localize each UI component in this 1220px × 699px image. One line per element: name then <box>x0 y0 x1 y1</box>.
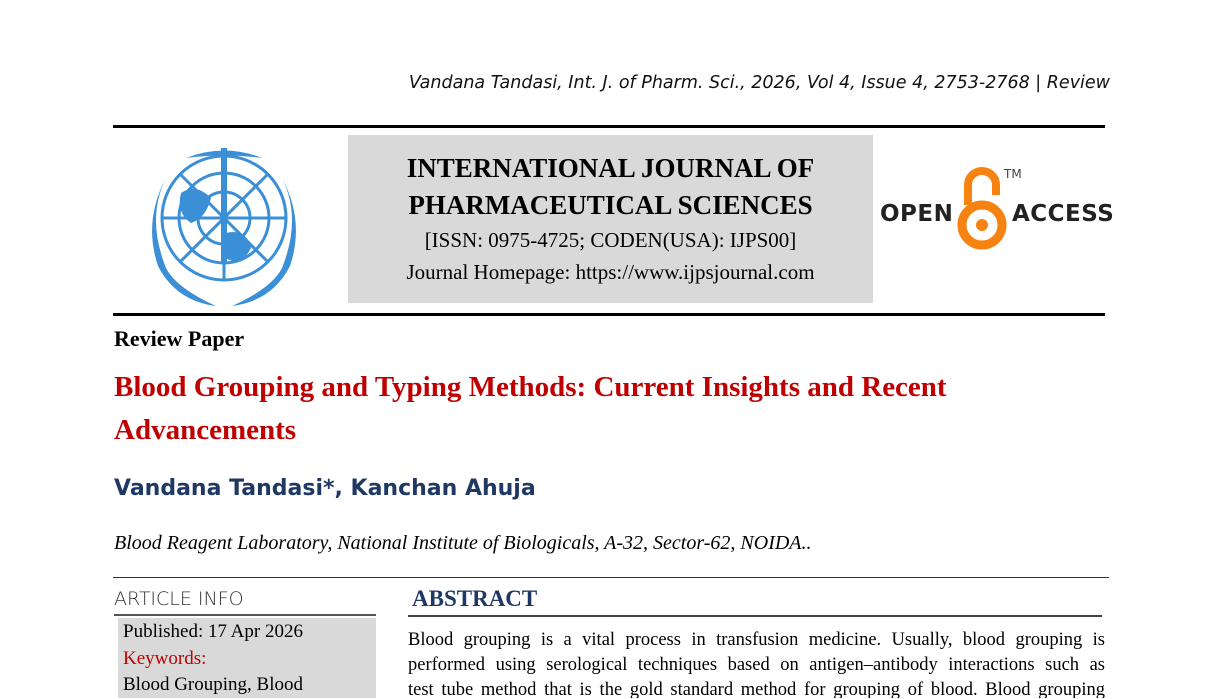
journal-title-line2: PHARMACEUTICAL SCIENCES <box>408 190 813 220</box>
affiliation: Blood Reagent Laboratory, National Insti… <box>114 532 812 554</box>
keywords: Blood Grouping, Blood <box>123 674 303 695</box>
citation-header: Vandana Tandasi, Int. J. of Pharm. Sci.,… <box>408 73 1110 93</box>
published-date: Published: 17 Apr 2026 <box>123 621 303 642</box>
who-emblem-logo <box>152 148 296 306</box>
keywords-label: Keywords: <box>123 647 207 669</box>
abstract-text: Blood grouping is a vital process in tra… <box>408 628 1105 698</box>
abstract-heading: ABSTRACT <box>412 586 538 611</box>
abstract-line: Blood grouping is a vital process in tra… <box>408 630 1105 650</box>
journal-title: INTERNATIONAL JOURNAL OF <box>406 153 815 183</box>
journal-issn: [ISSN: 0975-4725; CODEN(USA): IJPS00] <box>424 228 797 252</box>
title-line: Advancements <box>114 414 297 446</box>
access-text: ACCESS <box>1012 201 1115 227</box>
title-line: Blood Grouping and Typing Methods: Curre… <box>114 371 947 403</box>
article-info-heading: ARTICLE INFO <box>114 588 244 610</box>
paper-title: Blood Grouping and Typing Methods: Curre… <box>114 366 1094 452</box>
section-rule <box>113 577 1109 578</box>
article-info-box: Published: 17 Apr 2026 Keywords: Blood G… <box>118 618 376 698</box>
authors: Vandana Tandasi*, Kanchan Ahuja <box>114 476 536 501</box>
open-access-logo: OPEN TM ACCESS <box>880 165 1114 255</box>
paper-type: Review Paper <box>114 326 245 351</box>
article-info-rule <box>114 614 376 616</box>
open-lock-icon <box>957 167 1007 250</box>
header-bottom-rule <box>113 313 1105 316</box>
abstract-line: performed using serological techniques b… <box>408 655 1105 675</box>
abstract-line: test tube method that is the gold standa… <box>408 680 1105 698</box>
top-rule <box>113 125 1105 128</box>
journal-homepage: Journal Homepage: https://www.ijpsjourna… <box>406 260 815 284</box>
trademark: TM <box>1004 167 1022 181</box>
journal-banner: INTERNATIONAL JOURNAL OF PHARMACEUTICAL … <box>348 135 873 303</box>
open-text: OPEN <box>880 201 954 227</box>
abstract-rule <box>408 615 1102 617</box>
